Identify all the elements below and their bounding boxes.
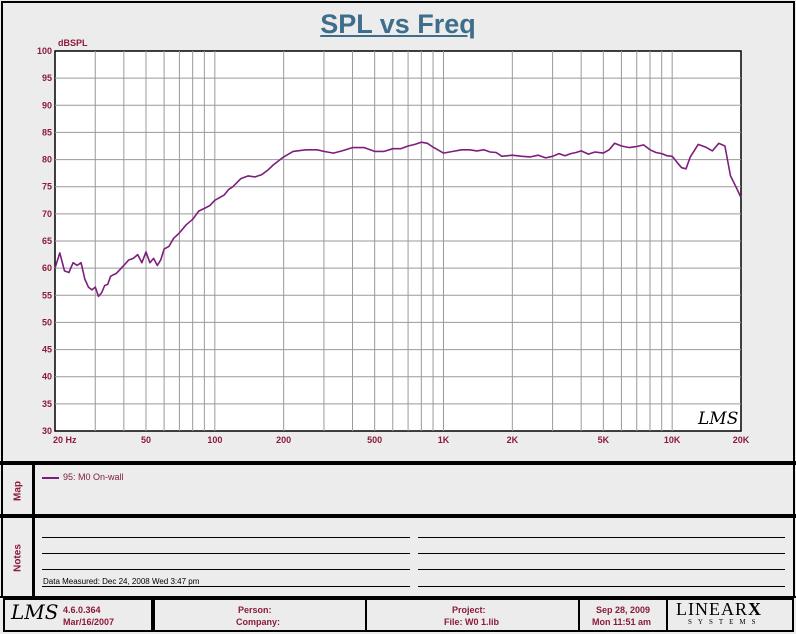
y-tick-label: 85 bbox=[42, 127, 52, 137]
x-tick-label: 1K bbox=[438, 435, 450, 445]
data-measured: Data Measured: Dec 24, 2008 Wed 3:47 pm bbox=[43, 577, 200, 586]
note-line bbox=[42, 537, 410, 538]
footer-cell-version bbox=[3, 598, 155, 632]
x-tick-label: 5K bbox=[598, 435, 610, 445]
y-tick-label: 90 bbox=[42, 100, 52, 110]
y-tick-label: 40 bbox=[42, 372, 52, 382]
y-gridlines bbox=[55, 77, 741, 405]
y-tick-label: 95 bbox=[42, 73, 52, 83]
series-group bbox=[54, 141, 742, 298]
note-line bbox=[42, 553, 410, 554]
x-gridlines bbox=[94, 51, 673, 431]
brand-x: X bbox=[748, 599, 762, 619]
file-label: File: W0 1.lib bbox=[444, 617, 500, 627]
y-tick-label: 65 bbox=[42, 236, 52, 246]
y-tick-label: 45 bbox=[42, 345, 52, 355]
plot-lms-logo: LMS bbox=[697, 409, 738, 429]
y-tick-label: 35 bbox=[42, 399, 52, 409]
x-tick-label: 100 bbox=[207, 435, 222, 445]
spl-chart: 30 35 40 45 50 55 60 65 70 75 80 85 90 95 100 20 Hz 50 1… bbox=[37, 38, 750, 445]
print-date: Sep 28, 2009 bbox=[596, 605, 651, 615]
note-line bbox=[418, 553, 785, 554]
legend-entry: 95: M0 On-wall bbox=[63, 472, 124, 482]
series-line bbox=[54, 141, 742, 298]
y-tick-label: 70 bbox=[42, 209, 52, 219]
footer-cell-brand bbox=[666, 598, 794, 632]
print-time: Mon 11:51 am bbox=[592, 617, 652, 627]
footer-lms-logo: LMS bbox=[11, 600, 59, 624]
x-tick-label: 500 bbox=[367, 435, 382, 445]
separator-map-notes bbox=[0, 514, 796, 518]
x-tick-label: 20K bbox=[733, 435, 750, 445]
note-line bbox=[418, 537, 785, 538]
separator-chart-map bbox=[0, 461, 796, 465]
y-tick-labels: 30 35 40 45 50 55 60 65 70 75 80 85 90 95 100 bbox=[37, 46, 52, 436]
y-axis-label: dBSPL bbox=[58, 38, 88, 48]
brand-logo: LINEARX bbox=[676, 599, 762, 620]
brand-subtitle: SYSTEMS bbox=[688, 618, 762, 626]
notes-tab: Notes bbox=[3, 518, 35, 598]
person-label: Person: bbox=[238, 605, 272, 615]
chart-title: SPL vs Freq bbox=[320, 9, 476, 39]
x-tick-label: 20 Hz bbox=[53, 435, 77, 445]
y-tick-label: 55 bbox=[42, 290, 52, 300]
x-tick-labels: 20 Hz 50 100 200 500 1K 2K 5K 10K 20K bbox=[53, 435, 750, 445]
y-tick-label: 80 bbox=[42, 155, 52, 165]
project-label: Project: bbox=[452, 605, 486, 615]
y-tick-label: 60 bbox=[42, 263, 52, 273]
y-tick-label: 50 bbox=[42, 317, 52, 327]
brand-main: LINEAR bbox=[676, 599, 748, 619]
note-line bbox=[418, 586, 785, 587]
notes-label: Notes bbox=[12, 544, 23, 572]
note-line bbox=[42, 586, 410, 587]
build-date: Mar/16/2007 bbox=[63, 617, 115, 627]
x-tick-label: 10K bbox=[664, 435, 681, 445]
map-label: Map bbox=[12, 481, 23, 501]
software-version: 4.6.0.364 bbox=[63, 605, 101, 615]
x-tick-label: 2K bbox=[507, 435, 519, 445]
y-tick-label: 75 bbox=[42, 182, 52, 192]
x-tick-label: 50 bbox=[141, 435, 151, 445]
company-label: Company: bbox=[236, 617, 281, 627]
note-line bbox=[418, 569, 785, 570]
x-tick-label: 200 bbox=[276, 435, 291, 445]
footer: LMS 4.6.0.364 Mar/16/2007 Person: Compan… bbox=[0, 598, 796, 634]
y-tick-label: 30 bbox=[42, 426, 52, 436]
map-tab: Map bbox=[3, 465, 35, 517]
y-tick-label: 100 bbox=[37, 46, 52, 56]
note-line bbox=[42, 569, 410, 570]
legend-swatch bbox=[42, 477, 59, 479]
